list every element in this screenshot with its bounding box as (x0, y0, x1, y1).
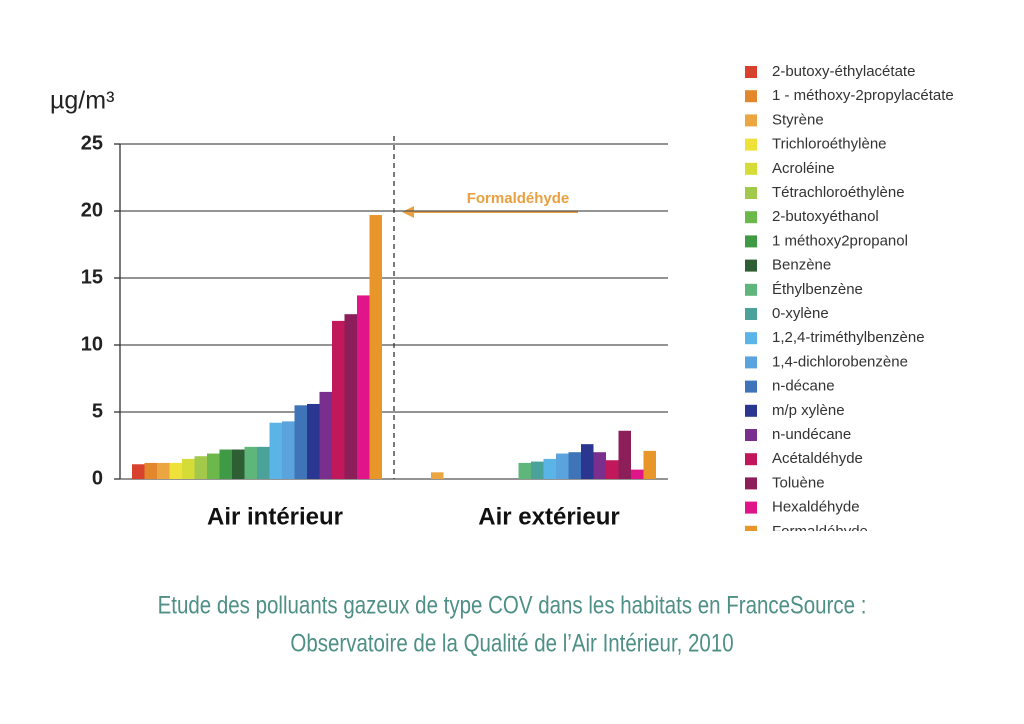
legend-label: 1,2,4-triméthylbenzène (772, 329, 925, 346)
x-tick-label: Air extérieur (478, 503, 619, 530)
annotation: Formaldéhyde (467, 190, 570, 207)
bar (593, 452, 606, 479)
y-axis-label: µg/m³ (50, 87, 114, 115)
bar (531, 461, 544, 479)
bar (157, 462, 170, 479)
legend-swatch (745, 90, 757, 103)
y-tick-label: 25 (81, 132, 103, 154)
y-tick-label: 10 (81, 333, 103, 355)
bar (357, 295, 370, 479)
bar (606, 460, 619, 479)
legend-label: 1 - méthoxy-2propylacétate (772, 87, 954, 104)
legend-swatch (745, 66, 757, 78)
legend-swatch (745, 114, 757, 127)
bar (568, 452, 581, 479)
caption-line: Observatoire de la Qualité de l’Air Inté… (290, 629, 733, 657)
legend-swatch (745, 525, 757, 531)
bar (269, 422, 282, 479)
legend-swatch (745, 235, 757, 248)
legend-swatch (745, 187, 757, 199)
legend-label: Styrène (772, 111, 824, 128)
bar (132, 464, 145, 479)
legend-swatch (745, 308, 757, 320)
legend-label: 2-butoxyéthanol (772, 208, 879, 225)
legend-label: Benzène (772, 257, 831, 274)
legend-label: Tétrachloroéthylène (772, 184, 905, 201)
legend-label: n-décane (772, 378, 835, 395)
legend-label: 2-butoxy-éthylacétate (772, 63, 915, 80)
legend-swatch (745, 138, 757, 151)
caption: Etude des polluants gazeux de type COV d… (158, 591, 867, 657)
bar (144, 462, 157, 479)
bar (543, 458, 556, 479)
y-tick-label: 20 (81, 199, 103, 221)
bar (169, 462, 182, 479)
bar (518, 462, 531, 479)
legend-label: Formaldéhyde (772, 523, 868, 540)
bar (431, 472, 444, 479)
bar (244, 446, 257, 479)
legend-swatch (745, 332, 757, 345)
legend-label: Acétaldéhyde (772, 450, 863, 467)
bar (232, 449, 245, 479)
legend-label: Acroléine (772, 160, 835, 177)
legend-label: Trichloroéthylène (772, 136, 887, 153)
y-tick-label: 5 (92, 400, 103, 422)
legend-swatch (745, 453, 757, 466)
bar (257, 446, 270, 479)
y-tick-label: 15 (81, 266, 103, 288)
legend-swatch (745, 380, 757, 393)
bar (307, 403, 320, 479)
legend-label: 1 méthoxy2propanol (772, 232, 908, 249)
bar (182, 458, 195, 479)
legend-swatch (745, 501, 757, 514)
legend-label: 0-xylène (772, 305, 829, 322)
bar (332, 320, 345, 479)
bar (618, 430, 631, 479)
legend-swatch (745, 162, 757, 175)
legend-label: n-undécane (772, 426, 851, 443)
bar (631, 469, 644, 479)
legend-swatch (745, 429, 757, 441)
legend-label: m/p xylène (772, 402, 845, 419)
legend: 2-butoxy-éthylacétate 1 - méthoxy-2propyl… (745, 63, 954, 540)
bar (344, 314, 357, 479)
legend-label: Hexaldéhyde (772, 499, 860, 516)
legend-swatch (745, 404, 757, 417)
bar (319, 391, 332, 479)
bar (194, 456, 207, 479)
legend-swatch (745, 283, 757, 296)
y-tick-label: 0 (92, 467, 103, 489)
legend-label: Éthylbenzène (772, 281, 863, 298)
legend-swatch (745, 259, 757, 272)
legend-label: 1,4-dichlorobenzène (772, 353, 908, 370)
bar (282, 421, 295, 479)
legend-label: Toluène (772, 474, 825, 491)
bar (219, 449, 232, 479)
bar (643, 450, 656, 479)
bar (207, 453, 220, 479)
bar (369, 215, 382, 479)
legend-swatch (745, 477, 757, 490)
annotation-arrowhead (402, 206, 414, 218)
legend-swatch (745, 211, 757, 224)
bar (294, 405, 307, 479)
legend-swatch (745, 356, 757, 369)
bar (581, 444, 594, 479)
x-tick-label: Air intérieur (207, 503, 343, 530)
caption-line: Etude des polluants gazeux de type COV d… (158, 591, 867, 619)
bar (556, 453, 569, 479)
